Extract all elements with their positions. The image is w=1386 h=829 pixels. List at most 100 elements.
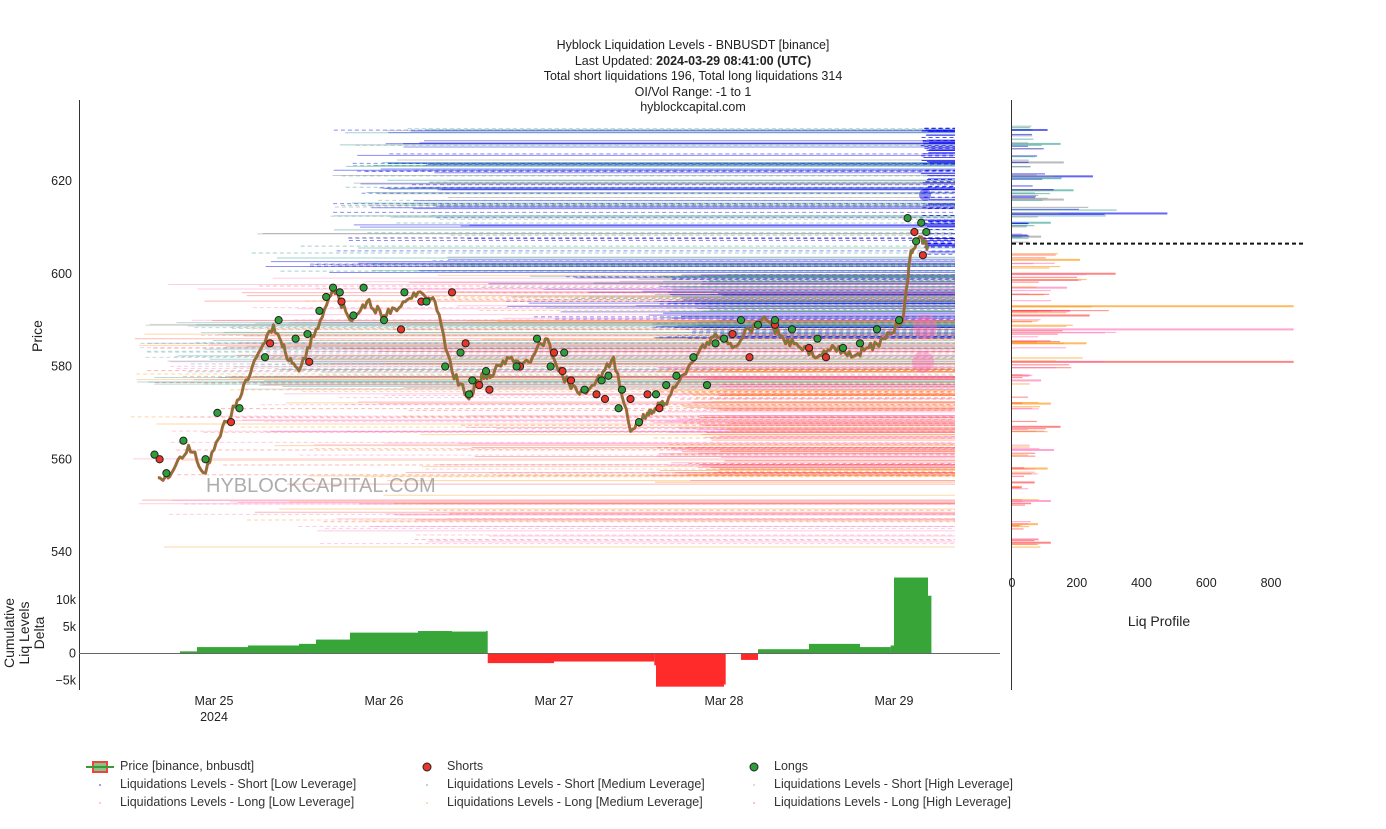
profile-bar-short xyxy=(1012,155,1038,157)
profile-bar-long xyxy=(1012,267,1050,269)
profile-bar-long xyxy=(1012,306,1092,308)
delta-tick-label: 10k xyxy=(56,593,77,607)
profile-tick-label: 400 xyxy=(1131,576,1152,590)
profile-bar-long xyxy=(1012,521,1031,523)
legend-item-longs[interactable]: Longs xyxy=(740,757,808,775)
legend-short-low-label: Liquidations Levels - Short [Low Leverag… xyxy=(120,777,357,791)
legend-long-high-label: Liquidations Levels - Long [High Leverag… xyxy=(774,795,1011,809)
profile-bar-short xyxy=(1012,208,1079,210)
short-medium-legend-icon xyxy=(413,778,441,792)
short-low-legend-icon xyxy=(86,778,114,792)
profile-bar-long xyxy=(1012,333,1058,335)
profile-bar-long xyxy=(1012,546,1041,548)
delta-area-segment xyxy=(894,577,928,654)
long-liquidation-marker xyxy=(359,283,368,292)
profile-bar-long xyxy=(1012,452,1036,454)
legend-item-long-medium[interactable]: Liquidations Levels - Long [Medium Lever… xyxy=(413,793,703,811)
profile-bar-short xyxy=(1012,145,1029,147)
legend-short-medium-label: Liquidations Levels - Short [Medium Leve… xyxy=(447,777,705,791)
legend-long-low-label: Liquidations Levels - Long [Low Leverage… xyxy=(120,795,355,809)
profile-bar-short xyxy=(1012,156,1036,158)
profile-bar-long xyxy=(1012,473,1038,475)
long-liquidation-marker xyxy=(903,214,912,223)
long-liquidation-marker xyxy=(422,297,431,306)
legend-item-short-medium[interactable]: Liquidations Levels - Short [Medium Leve… xyxy=(413,775,705,793)
profile-bar-long xyxy=(1012,408,1039,410)
profile-bar-long xyxy=(1012,257,1046,259)
profile-bar-short xyxy=(1012,148,1041,150)
profile-bar-long xyxy=(1012,360,1057,362)
delta-layer xyxy=(180,577,932,687)
profile-bar-long xyxy=(1012,262,1055,264)
long-liquidation-marker xyxy=(162,469,171,478)
liquidation-bubbles-layer xyxy=(912,188,937,373)
shorts-legend-icon xyxy=(413,760,441,774)
profile-bar-long xyxy=(1012,499,1051,502)
profile-bar-short xyxy=(1012,222,1028,224)
profile-bar-long xyxy=(1012,357,1083,359)
title-line-1: Hyblock Liquidation Levels - BNBUSDT [bi… xyxy=(556,38,830,52)
profile-bar-long xyxy=(1012,273,1087,276)
profile-bar-short xyxy=(1012,235,1042,238)
legend-item-short-low[interactable]: Liquidations Levels - Short [Low Leverag… xyxy=(86,775,356,793)
long-liquidation-marker xyxy=(335,288,344,297)
legend-item-price[interactable]: Price [binance, bnbusdt] xyxy=(86,757,254,775)
price-tick-label: 580 xyxy=(51,360,72,374)
x-tick-year: 2024 xyxy=(200,710,228,724)
profile-bar-short xyxy=(1012,225,1035,227)
long-liquidation-marker xyxy=(912,237,921,246)
liquidation-bubble xyxy=(912,350,934,373)
profile-bar-long xyxy=(1012,467,1024,469)
short-liquidation-marker xyxy=(600,394,610,404)
title-line-5: hyblockcapital.com xyxy=(640,100,746,115)
profile-bar-long xyxy=(1012,377,1023,379)
x-tick-label: Mar 28 xyxy=(705,694,744,708)
legend-item-shorts[interactable]: Shorts xyxy=(413,757,483,775)
long-liquidation-marker xyxy=(662,380,671,390)
long-liquidation-marker xyxy=(838,343,848,353)
long-liquidation-marker xyxy=(736,316,746,325)
profile-bar-long xyxy=(1012,502,1032,504)
long-liquidation-marker xyxy=(580,385,589,394)
profile-bar-long xyxy=(1012,312,1067,314)
profile-bar-short xyxy=(1012,215,1106,217)
short-liquidation-marker xyxy=(655,404,664,413)
profile-bar-short xyxy=(1012,177,1063,179)
profile-bar-long xyxy=(1012,340,1060,343)
short-liquidation-marker xyxy=(447,288,457,297)
long-liquidation-marker xyxy=(922,227,931,237)
profile-bar-long xyxy=(1012,374,1033,377)
long-liquidation-marker xyxy=(604,371,613,380)
short-liquidation-marker xyxy=(155,455,164,464)
longs-legend-icon xyxy=(740,760,768,774)
long-liquidation-marker xyxy=(672,371,681,380)
price-axis-title: Price xyxy=(29,320,45,352)
profile-bar-short xyxy=(1012,178,1061,180)
long-liquidation-marker xyxy=(179,436,188,445)
short-liquidation-marker xyxy=(804,343,814,353)
short-liquidation-marker xyxy=(558,367,567,376)
legend-item-short-high[interactable]: Liquidations Levels - Short [High Levera… xyxy=(740,775,1013,793)
title-line-3: Total short liquidations 196, Total long… xyxy=(543,69,843,84)
profile-bar-short xyxy=(1012,142,1029,144)
price-series-line-up xyxy=(157,235,929,482)
profile-bar-long xyxy=(1012,258,1080,261)
profile-bar-long xyxy=(1012,383,1030,385)
title-line-2: Last Updated: 2024-03-29 08:41:00 (UTC) xyxy=(0,54,1386,70)
profile-bar-short xyxy=(1012,197,1048,199)
profile-bar-long xyxy=(1012,254,1056,256)
delta-area-segment xyxy=(350,632,418,654)
profile-bar-short xyxy=(1012,221,1051,224)
watermark: HYBLOCKCAPITAL.COM xyxy=(206,475,436,497)
profile-bar-long xyxy=(1012,454,1028,456)
profile-bar-long xyxy=(1012,331,1117,334)
legend-item-long-low[interactable]: Liquidations Levels - Long [Low Leverage… xyxy=(86,793,354,811)
delta-area-segment xyxy=(654,653,656,666)
profile-bar-long xyxy=(1012,481,1035,484)
short-liquidation-marker xyxy=(910,227,919,237)
profile-bar-long xyxy=(1012,488,1029,490)
legend-item-long-high[interactable]: Liquidations Levels - Long [High Leverag… xyxy=(740,793,1011,811)
profile-bar-long xyxy=(1012,504,1026,506)
profile-bar-short xyxy=(1012,125,1032,127)
profile-bar-short xyxy=(1012,185,1033,187)
